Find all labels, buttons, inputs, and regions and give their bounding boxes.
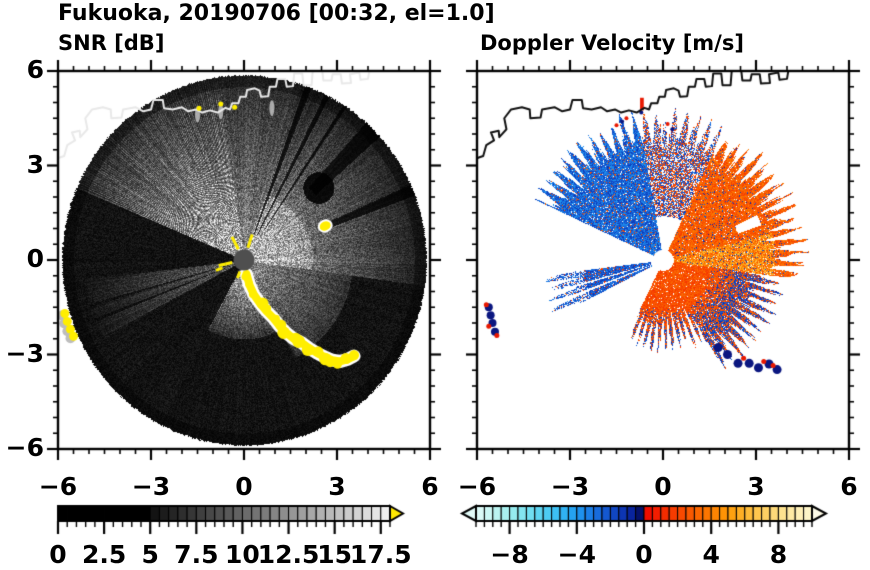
x-tick-label: −6 (457, 472, 497, 501)
snr-colorbar-label: 2.5 (81, 540, 127, 569)
figure-title: Fukuoka, 20190706 [00:32, el=1.0] (58, 1, 495, 26)
x-tick-label: 6 (421, 472, 439, 501)
x-tick-label: −6 (38, 472, 78, 501)
y-tick-label: 3 (26, 149, 44, 179)
x-tick-label: 3 (328, 472, 346, 501)
snr-colorbar-label: 17.5 (349, 540, 412, 569)
x-tick-label: 0 (654, 472, 672, 501)
x-tick-label: −3 (550, 472, 590, 501)
x-tick-label: −3 (131, 472, 171, 501)
snr-colorbar-label: 10 (225, 540, 260, 569)
x-tick-label: 3 (747, 472, 765, 501)
doppler-colorbar-label: 4 (702, 540, 720, 569)
doppler-colorbar-label: −8 (490, 540, 529, 569)
doppler-colorbar-label: 8 (769, 540, 788, 569)
snr-colorbar-label: 0 (49, 540, 67, 569)
snr-colorbar-label: 15 (317, 540, 353, 569)
y-tick-label: −3 (5, 338, 44, 368)
y-tick-label: 6 (26, 55, 44, 84)
doppler-panel-title: Doppler Velocity [m/s] (480, 31, 744, 55)
snr-colorbar-label: 7.5 (174, 540, 219, 569)
doppler-colorbar-label: −4 (557, 540, 596, 569)
y-tick-label: −6 (5, 433, 44, 462)
snr-colorbar-label: 12.5 (257, 540, 320, 569)
x-tick-label: 6 (840, 472, 858, 501)
snr-colorbar-label: 5 (141, 540, 159, 569)
snr-ppi-image (58, 71, 430, 449)
doppler-colorbar-label: 0 (635, 540, 653, 569)
doppler-ppi-image (477, 71, 849, 449)
snr-panel-title: SNR [dB] (58, 31, 165, 55)
y-tick-label: 0 (26, 244, 44, 273)
x-tick-label: 0 (235, 472, 253, 501)
